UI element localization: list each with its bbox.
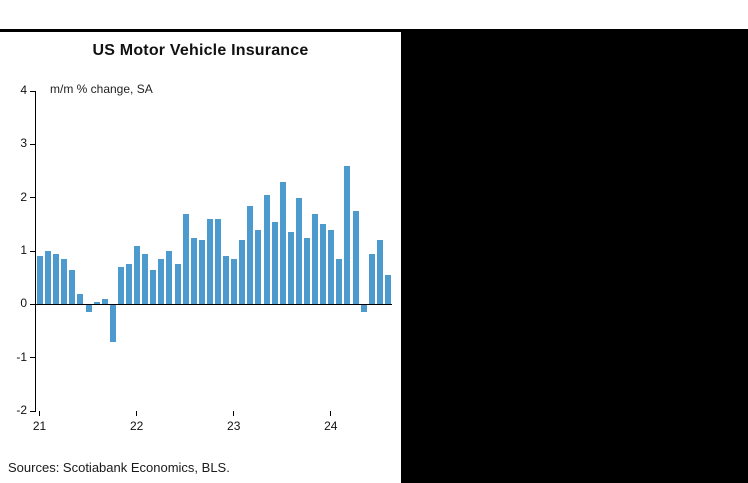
bar xyxy=(158,259,165,305)
x-axis-label: 21 xyxy=(32,419,47,433)
y-axis-tick xyxy=(30,197,36,199)
bar xyxy=(360,304,367,313)
bar xyxy=(166,251,173,305)
y-axis-tick xyxy=(30,90,36,92)
bar xyxy=(271,221,278,305)
zero-line xyxy=(36,303,392,306)
plot-area xyxy=(36,91,392,411)
bar xyxy=(239,240,246,305)
bar xyxy=(134,245,141,305)
bar xyxy=(384,275,391,305)
bar xyxy=(328,229,335,305)
y-axis-label: 4 xyxy=(20,83,27,97)
chart-subtitle: m/m % change, SA xyxy=(50,82,153,96)
bar xyxy=(255,229,262,305)
bar xyxy=(247,205,254,305)
bar xyxy=(150,269,157,305)
x-axis-tick xyxy=(136,411,138,416)
y-axis-label: -2 xyxy=(16,403,27,417)
x-axis-tick xyxy=(330,411,332,416)
bar xyxy=(77,293,84,305)
bar xyxy=(117,267,124,305)
bar xyxy=(263,195,270,305)
chart-title: US Motor Vehicle Insurance xyxy=(92,42,309,59)
x-axis-label: 22 xyxy=(129,419,144,433)
x-axis-label: 23 xyxy=(227,419,241,433)
black-side-panel xyxy=(401,29,748,483)
bar xyxy=(85,304,92,313)
bar xyxy=(37,256,43,305)
bar xyxy=(126,264,132,305)
bar xyxy=(231,259,238,305)
bar xyxy=(93,301,100,305)
y-axis-tick xyxy=(30,357,36,359)
bar xyxy=(206,219,213,305)
bar xyxy=(336,259,343,305)
bar xyxy=(53,253,60,305)
bar xyxy=(109,304,116,342)
y-axis-tick xyxy=(30,143,36,145)
bar xyxy=(182,213,189,305)
bar xyxy=(376,240,383,305)
bar xyxy=(190,237,197,305)
y-axis-line xyxy=(35,91,36,412)
bar xyxy=(61,259,68,305)
bar xyxy=(279,181,286,305)
y-axis-label: -1 xyxy=(16,349,27,364)
x-axis-label: 24 xyxy=(324,419,338,433)
bar xyxy=(142,253,149,305)
x-axis-tick xyxy=(39,411,41,416)
bar xyxy=(352,211,359,305)
bar xyxy=(287,232,294,305)
bar xyxy=(344,165,351,305)
chart-panel: US Motor Vehicle Insurance m/m % change,… xyxy=(0,29,401,455)
bar xyxy=(320,224,327,305)
bar xyxy=(223,256,230,305)
y-axis-label: 1 xyxy=(20,243,27,257)
y-axis-label: 2 xyxy=(20,189,27,204)
bar xyxy=(304,237,310,305)
bar xyxy=(368,253,375,305)
y-axis-label: 0 xyxy=(20,296,27,311)
bar xyxy=(312,213,319,305)
y-axis-tick xyxy=(30,303,36,305)
sources-note: Sources: Scotiabank Economics, BLS. xyxy=(8,460,230,475)
y-axis-tick xyxy=(30,250,36,252)
y-axis-tick xyxy=(30,410,36,412)
bar xyxy=(45,251,52,305)
bar xyxy=(69,269,76,305)
bar xyxy=(174,264,181,305)
bar xyxy=(295,197,302,305)
x-axis-tick xyxy=(233,411,235,416)
bar xyxy=(198,240,205,305)
bar xyxy=(215,219,221,305)
bar xyxy=(101,299,108,305)
y-axis-label: 3 xyxy=(20,136,27,151)
